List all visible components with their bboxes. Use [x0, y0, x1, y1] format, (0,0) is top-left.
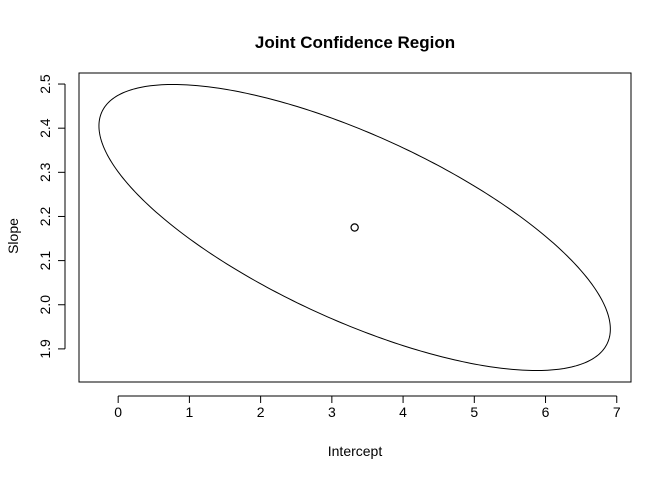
x-tick-label: 1	[186, 404, 194, 420]
x-tick-label: 7	[613, 404, 621, 420]
y-tick-label: 2.0	[37, 295, 53, 315]
x-tick-label: 0	[114, 404, 122, 420]
chart-title: Joint Confidence Region	[255, 33, 455, 52]
x-tick-label: 5	[470, 404, 478, 420]
y-tick-label: 2.1	[37, 251, 53, 271]
x-tick-label: 2	[257, 404, 265, 420]
x-axis: 0 1 2 3 4 5 6 7	[114, 395, 621, 420]
y-tick-label: 2.5	[37, 74, 53, 94]
point-estimate-marker	[350, 223, 359, 232]
plot-area-frame	[78, 72, 632, 383]
x-tick-label: 4	[399, 404, 407, 420]
y-tick-label: 2.2	[37, 207, 53, 227]
x-tick-label: 3	[328, 404, 336, 420]
y-axis: 1.9 2.0 2.1 2.2 2.3 2.4 2.5	[37, 74, 66, 359]
y-tick-label: 2.3	[37, 162, 53, 182]
x-tick-label: 6	[542, 404, 550, 420]
y-tick-label: 2.4	[37, 118, 53, 138]
y-axis-label: Slope	[5, 218, 21, 254]
x-axis-label: Intercept	[328, 443, 383, 459]
y-tick-label: 1.9	[37, 339, 53, 359]
confidence-ellipse	[98, 83, 611, 372]
